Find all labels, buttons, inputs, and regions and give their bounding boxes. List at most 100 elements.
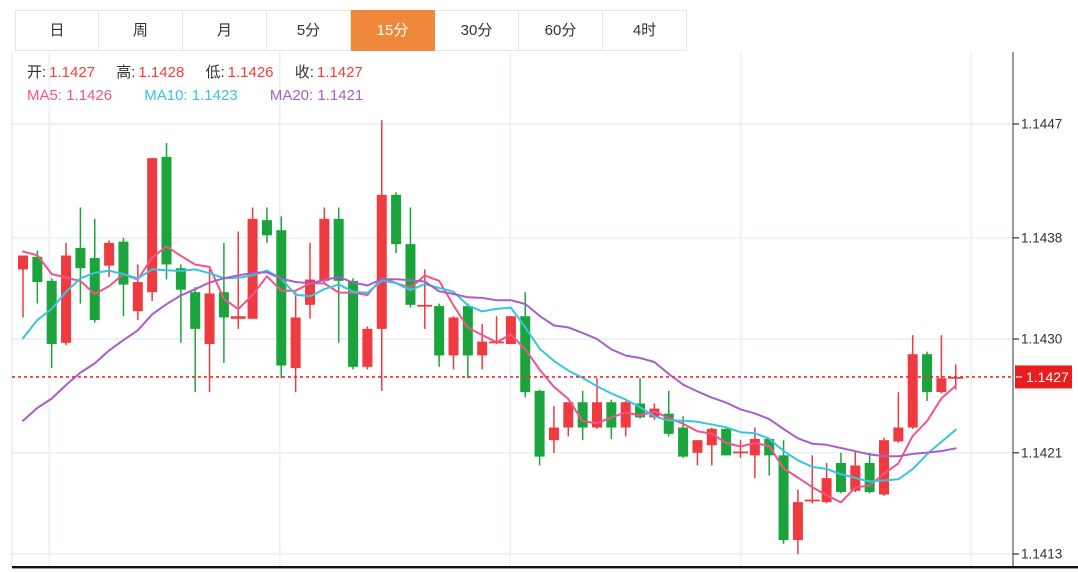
ma-lines [22,245,957,504]
candle-body [804,499,820,502]
candle-body [663,413,674,434]
candle-body [230,316,246,319]
candle-body [879,440,889,495]
y-axis-label: 1.1438 [1021,230,1062,245]
ma10-line [22,268,957,483]
ma20-label: MA20: [269,87,314,104]
y-axis-label: 1.1413 [1021,546,1062,561]
candle-body [821,478,832,503]
candle [147,158,158,302]
candle [850,451,861,493]
badge-rect [1015,365,1072,389]
candle-body [448,317,459,356]
ohlc-close-label: 收: [294,64,314,81]
candle-body [678,427,689,457]
candle-body [75,247,86,269]
candle [804,455,820,504]
tab-month[interactable]: 月 [183,10,267,51]
candle-body [635,403,646,418]
tab-5min[interactable]: 5分 [267,10,351,51]
candle [276,216,287,379]
candle [835,452,846,494]
candle [635,378,646,419]
ma5-legend: MA5: 1.1426 [27,87,112,104]
candle-body [563,402,574,428]
candle-body [61,255,72,343]
candle-body [749,438,760,456]
candle-body [520,316,531,393]
ohlc-open-label: 开: [27,64,47,81]
ma20-value: 1.1421 [317,87,364,104]
candle [520,292,531,398]
ma5-label: MA5: [27,87,63,104]
candle-body [190,292,201,329]
ma10-legend: MA10: 1.1423 [144,87,237,104]
candle-body [204,293,215,345]
candle [448,316,459,370]
candle-body [893,427,904,442]
candle-body [792,502,803,541]
candle-body [733,451,748,454]
candle-body [936,378,947,393]
candle [61,242,72,346]
tab-day[interactable]: 日 [15,10,99,51]
candle [319,207,330,284]
candle [376,120,387,391]
candle [792,489,803,554]
candle-body [261,220,272,236]
candle-body [276,230,287,366]
candle-body [606,402,617,428]
ohlc-open-value: 1.1427 [49,64,96,81]
tab-60min[interactable]: 60分 [519,10,603,51]
candle [922,351,933,401]
candle [778,440,789,544]
candle-body [548,427,559,441]
candle [305,242,315,319]
tab-30min[interactable]: 30分 [435,10,519,51]
candle-body [18,255,28,270]
candle-body [362,328,373,367]
candle [362,326,373,370]
ma5-value: 1.1426 [66,87,113,104]
candle-body [147,158,158,293]
candle-body [649,408,660,418]
candle [89,218,100,323]
ohlc-low-label: 低: [205,64,225,81]
candle-body [462,306,473,356]
candle-body [907,354,918,428]
candle-body [620,402,631,428]
candle-body [477,341,488,356]
candle [434,303,445,367]
y-axis-label: 1.1421 [1021,445,1062,460]
candle [190,287,201,393]
candle-body [835,462,846,493]
tab-15min[interactable]: 15分 [351,10,435,51]
candle-body [577,402,588,428]
candle [230,231,246,329]
ohlc-high-value: 1.1428 [138,64,185,81]
candle [749,427,760,479]
candle [175,264,186,343]
candle-body [505,316,516,345]
candle [477,323,488,370]
candle [462,303,473,379]
timeframe-tabs: 日 周 月 5分 15分 30分 60分 4时 [15,10,687,51]
x-axis-line [12,566,1078,569]
candle-body [247,218,258,319]
candle-body [706,428,717,446]
candle-body [778,455,789,541]
ma10-value: 1.1423 [191,87,238,104]
candle [218,242,229,364]
candle-body [592,402,602,428]
candle-body [434,306,445,356]
candle-body [290,317,301,369]
candle [563,402,574,437]
candle-body [417,304,433,307]
tab-4hour[interactable]: 4时 [603,10,687,51]
tab-week[interactable]: 周 [99,10,183,51]
candle [204,269,215,393]
candle [46,278,57,369]
candle [118,237,129,317]
